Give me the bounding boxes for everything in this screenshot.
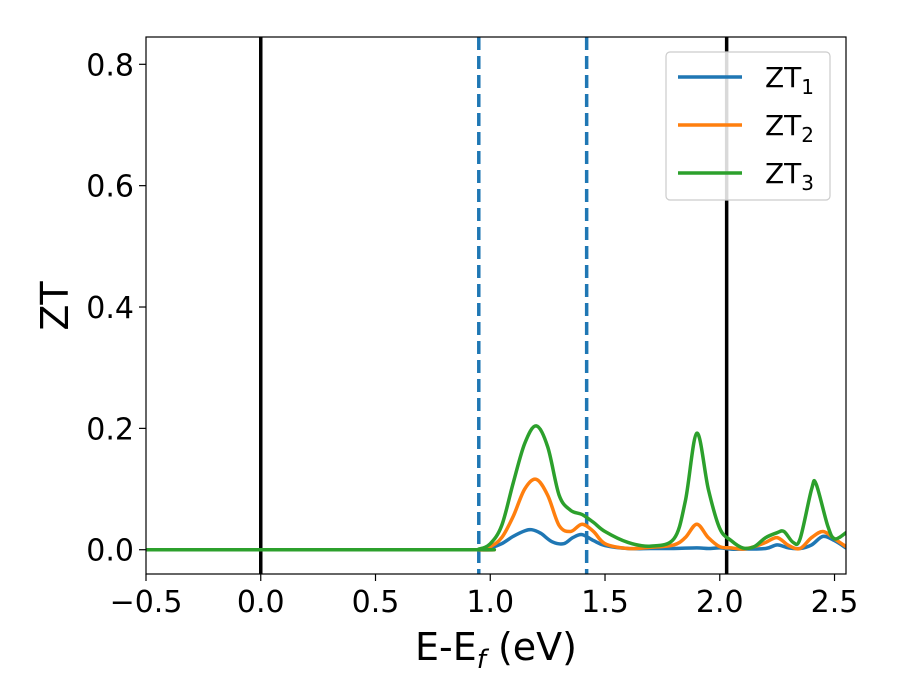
legend: ZT1 ZT2 ZT3	[665, 51, 831, 201]
y-axis-label: ZT	[33, 281, 77, 331]
x-tick-label: 0.0	[237, 585, 285, 620]
x-axis-label: E-Ef (eV)	[415, 625, 577, 675]
legend-label-zt2: ZT2	[765, 109, 814, 147]
legend-box	[665, 51, 831, 201]
x-tick-label: 1.5	[581, 585, 629, 620]
x-tick-label: 1.0	[466, 585, 514, 620]
y-tick-label: 0.6	[86, 170, 134, 205]
series-lines	[146, 424, 846, 552]
reference-lines	[259, 37, 729, 574]
legend-label-zt1: ZT1	[765, 61, 814, 99]
y-tick-label: 0.0	[86, 534, 134, 569]
series-line-zt3	[146, 424, 846, 552]
x-tick-label: −0.5	[110, 585, 183, 620]
x-tick-label: 0.5	[352, 585, 400, 620]
y-axis-ticks: 0.0 0.2 0.4 0.6 0.8	[86, 48, 146, 569]
plot-frame	[145, 36, 847, 575]
x-tick-label: 2.5	[811, 585, 859, 620]
y-tick-label: 0.4	[86, 291, 134, 326]
x-axis-ticks: −0.5 0.0 0.5 1.0 1.5 2.0 2.5	[110, 574, 859, 620]
x-tick-label: 2.0	[696, 585, 744, 620]
legend-label-zt3: ZT3	[765, 157, 814, 195]
y-tick-label: 0.2	[86, 412, 134, 447]
y-tick-label: 0.8	[86, 48, 134, 83]
